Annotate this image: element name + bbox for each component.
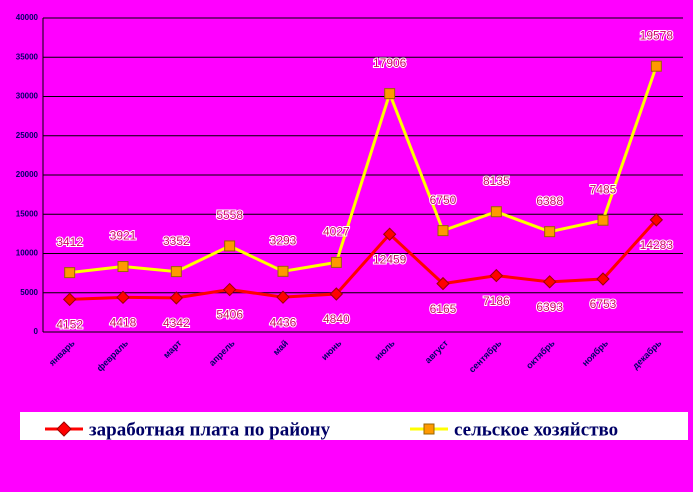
data-label: 4027 [323, 225, 350, 239]
y-tick-label: 20000 [16, 170, 39, 179]
data-label: 6165 [430, 302, 457, 316]
marker [489, 268, 504, 283]
marker [276, 290, 290, 304]
data-label: 6753 [590, 297, 617, 311]
series-line [69, 65, 658, 275]
marker [544, 226, 556, 238]
marker [384, 88, 396, 100]
data-label: 3412 [56, 235, 83, 249]
data-label: 6393 [536, 300, 563, 314]
data-label: 6750 [430, 193, 457, 207]
data-label: 8135 [483, 174, 510, 188]
data-label: 4436 [270, 315, 297, 329]
marker [170, 266, 182, 278]
data-label: 6388 [536, 194, 563, 208]
marker [436, 276, 450, 291]
y-tick-label: 30000 [16, 92, 39, 101]
data-label: 12459 [373, 252, 407, 266]
marker [650, 60, 662, 72]
data-label: 7485 [590, 182, 617, 196]
y-tick-label: 10000 [16, 249, 39, 258]
marker [222, 282, 237, 297]
data-label: 3293 [270, 233, 297, 247]
marker [117, 261, 129, 273]
marker [490, 206, 502, 218]
legend-marker [423, 423, 435, 435]
marker [116, 290, 130, 305]
data-label: 7186 [483, 294, 510, 308]
marker [382, 227, 397, 241]
legend-box [20, 412, 688, 440]
y-tick-label: 0 [34, 327, 39, 336]
data-label: 4418 [110, 315, 137, 329]
data-label: 4840 [323, 312, 350, 326]
y-tick-label: 35000 [16, 52, 39, 61]
data-label: 5558 [216, 208, 243, 222]
marker [169, 291, 184, 305]
legend-label: заработная плата по району [89, 419, 331, 440]
legend-marker [56, 421, 72, 437]
marker [437, 225, 449, 237]
data-label: 4342 [163, 316, 190, 330]
marker [649, 213, 664, 227]
marker [542, 275, 557, 289]
marker [329, 287, 344, 301]
marker [596, 272, 610, 286]
data-label: 17906 [373, 56, 407, 70]
legend-label: сельское хозяйство [454, 419, 618, 440]
marker [224, 240, 236, 252]
marker [277, 265, 289, 277]
y-tick-label: 25000 [16, 131, 39, 140]
data-label: 3352 [163, 234, 190, 248]
marker [597, 214, 609, 226]
y-tick-label: 40000 [16, 13, 39, 22]
marker [62, 292, 77, 307]
marker [330, 256, 342, 268]
data-label: 4152 [56, 318, 83, 332]
series-line [69, 218, 658, 301]
y-tick-label: 5000 [20, 288, 38, 297]
data-label: 19578 [640, 28, 674, 42]
marker [64, 267, 76, 279]
data-label: 14283 [640, 238, 674, 252]
data-label: 3921 [110, 229, 137, 243]
data-label: 5406 [216, 308, 243, 322]
y-tick-label: 15000 [16, 209, 39, 218]
